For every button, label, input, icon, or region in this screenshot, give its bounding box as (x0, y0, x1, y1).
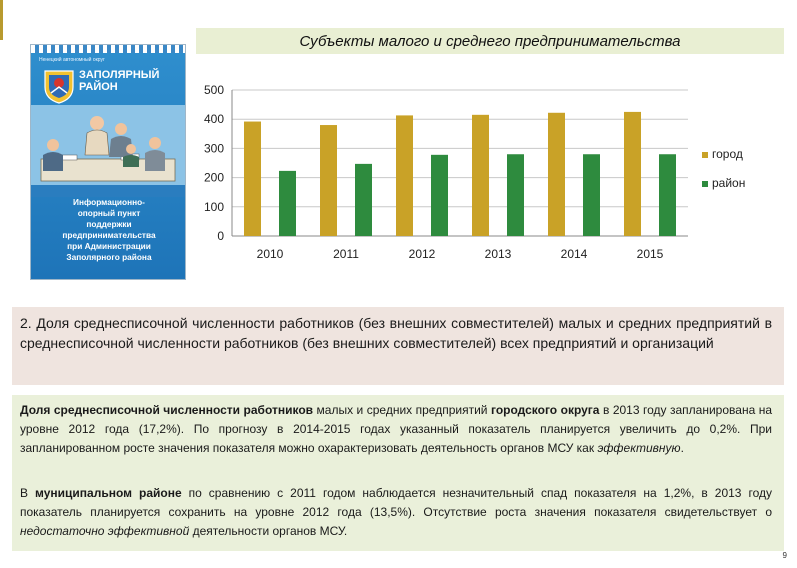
paragraph-text: малых и средних предприятий (313, 403, 491, 417)
paragraph-district: В муниципальном районе по сравнению с 20… (20, 484, 772, 541)
italic-assessment: недостаточно эффективной (20, 524, 190, 538)
legend-swatch (702, 152, 708, 158)
left-accent-bar (0, 0, 3, 40)
y-tick-label: 400 (204, 112, 224, 126)
section-heading-text: Доля среднесписочной численности работни… (20, 315, 773, 351)
description-box (12, 395, 784, 551)
bold-term: городского округа (490, 403, 600, 417)
bar-район (355, 163, 372, 236)
x-tick-label: 2010 (257, 247, 284, 261)
bar-город (548, 112, 565, 236)
paragraph-city: Доля среднесписочной численности работни… (20, 401, 772, 458)
business-meeting-illustration (31, 105, 185, 197)
section-heading-box (12, 307, 784, 385)
bar-район (583, 154, 600, 236)
paragraph-text: . (680, 441, 684, 455)
bar-район (431, 154, 448, 236)
brochure-caption: Информационно- опорный пункт поддержки п… (62, 197, 156, 262)
legend-swatch (702, 181, 708, 187)
paragraph-text: по сравнению с 2011 годом наблюдается не… (20, 486, 772, 519)
x-tick-label: 2015 (637, 247, 664, 261)
y-tick-label: 200 (204, 171, 224, 185)
x-tick-label: 2013 (485, 247, 512, 261)
brochure-ornament-strip (31, 45, 185, 53)
section-number: 2. (20, 315, 32, 331)
y-tick-label: 300 (204, 141, 224, 155)
x-tick-label: 2012 (409, 247, 436, 261)
bar-город (396, 115, 413, 236)
legend-label: город (712, 147, 743, 161)
y-tick-label: 0 (217, 229, 224, 243)
bar-район (507, 154, 524, 236)
paragraph-text: в 2013 году запланирована на уровне 2012… (20, 403, 773, 455)
bar-район (279, 170, 296, 236)
coat-of-arms-icon (44, 70, 74, 104)
bar-город (624, 111, 641, 236)
paragraph-text: деятельности органов МСУ. (189, 524, 348, 538)
section-heading: 2. Доля среднесписочной численности рабо… (20, 313, 772, 353)
bar-город (320, 125, 337, 236)
title-band (196, 28, 784, 54)
brochure-title: ЗАПОЛЯРНЫЙ РАЙОН (79, 69, 160, 93)
x-tick-label: 2011 (333, 247, 359, 261)
bold-term: Доля среднесписочной численности работни… (20, 403, 314, 417)
y-tick-label: 500 (204, 83, 224, 97)
brochure-image: Ненецкий автономный округ ЗАПОЛЯРНЫЙ РАЙ… (30, 44, 186, 280)
bar-город (244, 121, 261, 236)
x-tick-label: 2014 (561, 247, 588, 261)
page-number: 9 (782, 551, 787, 560)
bar-район (659, 154, 676, 236)
paragraph-text: В (20, 486, 36, 500)
bar-chart: 0 100 200 300 400 500 2010 2011 2012 2013 2014 2015… (204, 83, 745, 261)
bold-term: муниципальном районе (35, 486, 182, 500)
bar-город (472, 114, 489, 236)
legend-label: район (712, 176, 745, 190)
brochure-header: Ненецкий автономный округ (39, 57, 105, 63)
page-title: Субъекты малого и среднего предпринимате… (299, 33, 681, 50)
italic-assessment: эффективную (597, 441, 681, 455)
y-tick-label: 100 (204, 200, 224, 214)
